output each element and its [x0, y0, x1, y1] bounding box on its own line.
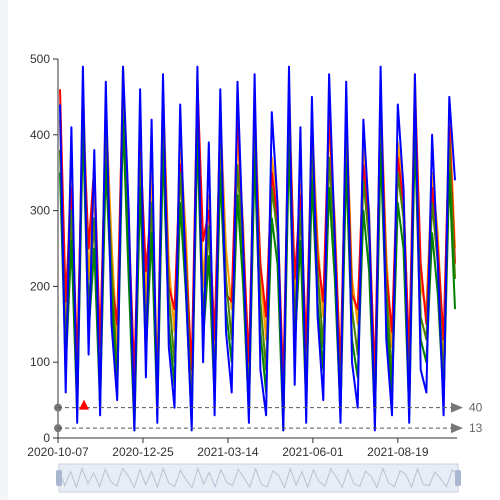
zoom-handle-right[interactable] — [455, 470, 461, 486]
x-tick-label: 2021-08-19 — [367, 445, 429, 459]
mark-point — [79, 399, 89, 410]
y-tick-label: 100 — [30, 355, 50, 369]
y-tick-label: 200 — [30, 279, 50, 293]
x-tick-label: 2020-10-07 — [27, 445, 89, 459]
series-line-4 — [59, 65, 456, 432]
y-tick-label: 300 — [30, 204, 50, 218]
y-tick-label: 0 — [43, 431, 50, 445]
chart-card: 0 100 200 300 400 500 2020-10-07 2020-12-25 2021… — [8, 0, 500, 500]
zoom-handle-left[interactable] — [56, 470, 62, 486]
mark-line-arrow — [451, 423, 463, 434]
x-tick-label: 2021-03-14 — [197, 445, 259, 459]
y-tick-label: 400 — [30, 128, 50, 142]
mark-line-label: 40 — [469, 401, 483, 415]
line-chart: 0 100 200 300 400 500 2020-10-07 2020-12-25 2021… — [27, 52, 483, 493]
mark-line-label: 13 — [469, 421, 483, 435]
zoom-slider-preview — [58, 466, 459, 489]
x-tick-label: 2021-06-01 — [282, 445, 344, 459]
mark-line-arrow — [451, 402, 463, 413]
y-tick-label: 500 — [30, 52, 50, 66]
x-tick-label: 2020-12-25 — [112, 445, 174, 459]
